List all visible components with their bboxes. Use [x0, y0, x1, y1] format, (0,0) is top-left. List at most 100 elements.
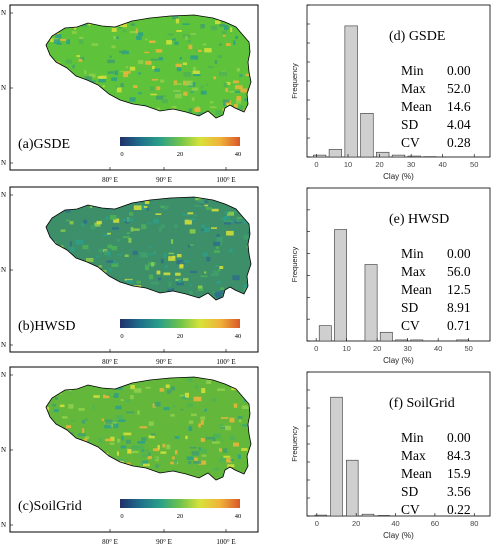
map-texture-patch — [160, 258, 164, 264]
map-texture-patch — [212, 291, 216, 294]
map-texture-patch — [55, 34, 62, 39]
map-texture-patch — [113, 36, 117, 40]
map-texture-patch — [119, 50, 125, 53]
histogram-bar — [344, 25, 358, 158]
map-texture-patch — [184, 219, 192, 225]
map-texture-patch — [120, 445, 127, 449]
map-texture-patch — [110, 215, 117, 220]
map-texture-patch — [176, 254, 182, 258]
map-texture-patch — [175, 272, 181, 276]
map-texture-patch — [188, 244, 194, 246]
map-texture-patch — [115, 86, 119, 89]
histogram-bar — [395, 339, 408, 342]
map-texture-patch — [163, 205, 169, 210]
map-texture-patch — [212, 270, 219, 274]
histogram-bar — [334, 229, 347, 342]
stat-name: Min — [401, 63, 424, 78]
map-texture-patch — [155, 457, 158, 460]
stat-value: 8.91 — [447, 300, 471, 315]
map-texture-patch — [96, 220, 102, 225]
map-texture-patch — [194, 214, 198, 217]
map-texture-patch — [111, 77, 117, 81]
map-texture-patch — [233, 103, 238, 108]
map-texture-patch — [193, 460, 202, 464]
map-texture-patch — [132, 250, 138, 255]
map-texture-patch — [147, 456, 152, 460]
map-texture-patch — [117, 253, 122, 256]
map-texture-patch — [181, 213, 189, 216]
map-texture-patch — [189, 446, 197, 449]
map-texture-patch — [200, 449, 207, 454]
map-texture-patch — [170, 414, 175, 417]
map-texture-patch — [164, 265, 168, 268]
map-texture-patch — [213, 76, 217, 80]
x-tick-label: 0 — [314, 344, 318, 353]
map-texture-patch — [152, 78, 159, 81]
map-texture-patch — [135, 28, 138, 34]
map-texture-patch — [159, 388, 165, 392]
map-texture-patch — [46, 407, 50, 411]
map-texture-patch — [229, 90, 235, 93]
map-texture-patch — [209, 106, 217, 109]
map-texture-patch — [136, 280, 141, 284]
map-texture-patch — [93, 395, 100, 398]
map-texture-patch — [94, 222, 101, 227]
map-texture-patch — [53, 409, 59, 413]
map-texture-patch — [78, 58, 83, 62]
histogram-bar — [318, 325, 332, 342]
map-texture-patch — [151, 281, 159, 285]
map-texture-patch — [89, 204, 93, 208]
map-texture-patch — [197, 286, 204, 292]
histogram-panel: 0 10 20 30 40 50 Clay (%) Frequency (e) HWSD Min 0… — [290, 187, 491, 365]
map-texture-patch — [215, 110, 222, 116]
map-texture-patch — [129, 66, 136, 71]
map-texture-patch — [119, 23, 127, 28]
map-texture-patch — [200, 24, 205, 29]
map-texture-patch — [127, 448, 131, 454]
map-texture-patch — [107, 244, 112, 249]
map-texture-patch — [130, 395, 134, 400]
map-texture-patch — [129, 212, 134, 216]
map-texture-patch — [201, 388, 206, 394]
map-texture-patch — [81, 419, 86, 424]
map-texture-patch — [82, 245, 89, 250]
map-texture-patch — [176, 30, 182, 32]
map-texture-patch — [174, 41, 179, 45]
map-texture-patch — [139, 252, 147, 257]
stat-value: 0.00 — [447, 246, 471, 261]
plateau-outline — [45, 196, 252, 301]
map-texture-patch — [107, 59, 115, 64]
map-texture-patch — [211, 398, 216, 402]
map-texture-patch — [168, 281, 171, 287]
map-texture-patch — [193, 66, 196, 72]
map-texture-patch — [168, 252, 174, 255]
map-texture-patch — [144, 51, 150, 54]
map-texture-patch — [234, 210, 237, 214]
stat-name: Mean — [401, 466, 432, 481]
map-texture-patch — [75, 239, 84, 245]
map-texture-patch — [215, 265, 219, 267]
map-texture-patch — [191, 451, 200, 456]
map-texture-patch — [127, 218, 134, 222]
histogram-bar — [364, 264, 378, 342]
y-axis-label: Frequency — [290, 247, 299, 283]
map-texture-patch — [165, 384, 170, 388]
map-texture-patch — [122, 236, 130, 239]
map-texture-patch — [84, 70, 87, 75]
map-texture-patch — [236, 95, 241, 101]
map-texture-patch — [131, 445, 139, 451]
map-texture-patch — [143, 206, 148, 208]
stat-value: 15.9 — [447, 466, 471, 481]
map-texture-patch — [185, 398, 193, 400]
x-tick-label: 0 — [314, 160, 318, 169]
map-texture-patch — [198, 285, 203, 289]
map-panel: 40° N 30° N 20° N 80° E 90° E 100° E (c)SoilGr… — [0, 366, 259, 544]
map-texture-patch — [86, 258, 94, 262]
map-texture-patch — [191, 413, 197, 417]
map-texture-patch — [170, 386, 175, 391]
map-texture-patch — [179, 394, 185, 397]
histogram-bar — [314, 514, 327, 517]
map-texture-patch — [185, 35, 188, 40]
map-texture-patch — [160, 95, 166, 98]
map-texture-patch — [203, 227, 210, 233]
